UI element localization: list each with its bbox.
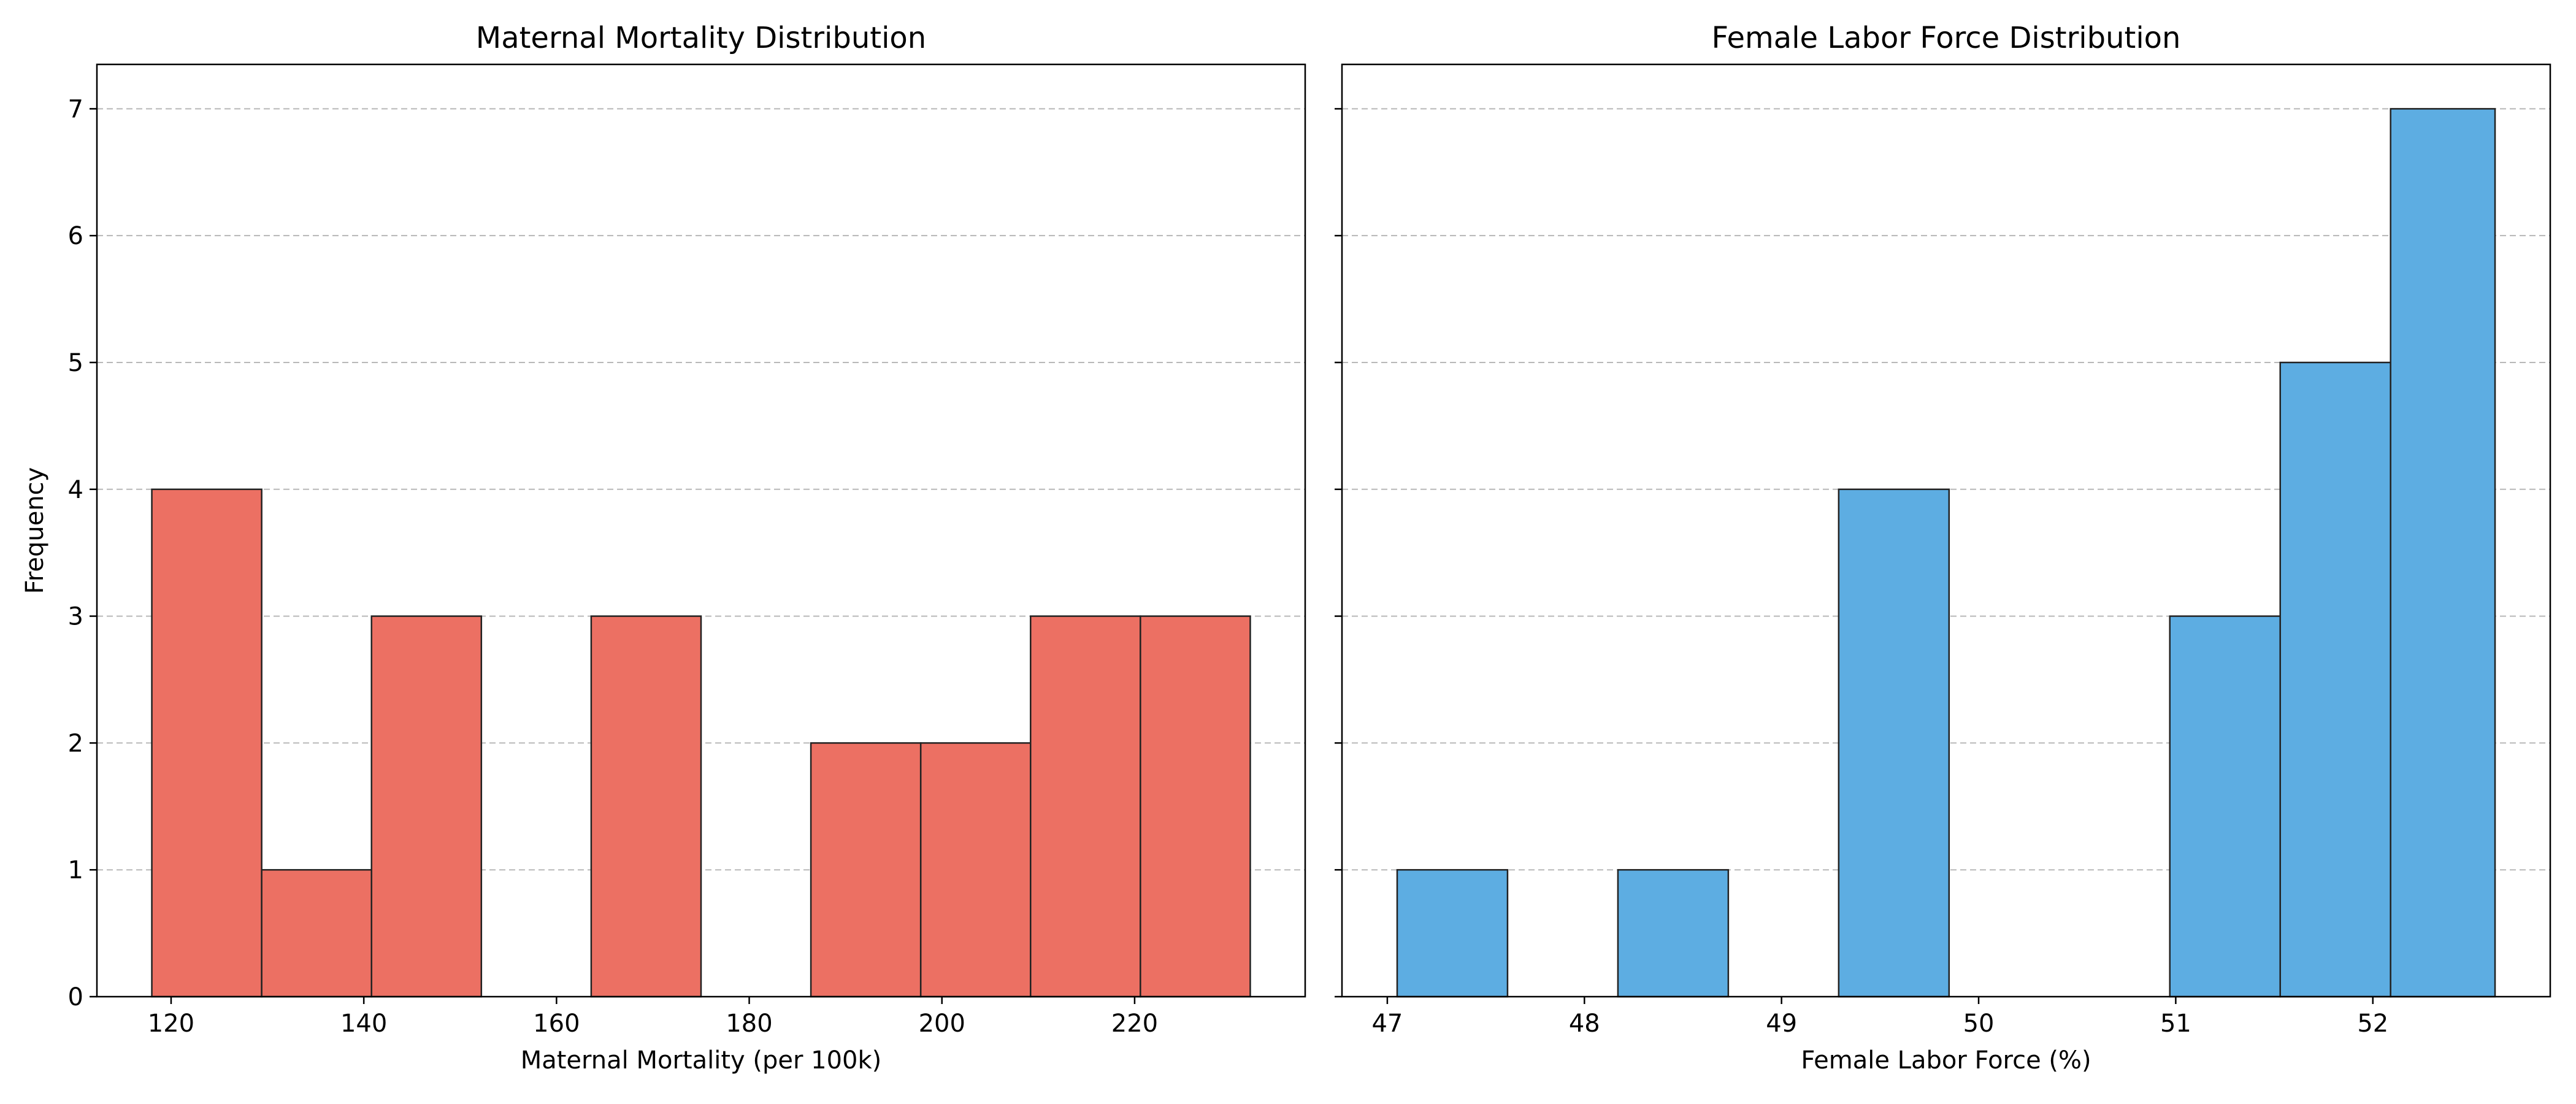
x-tick-label: 200 [919,1010,965,1038]
plot-frame [1341,63,2551,998]
histogram-bar [2279,361,2391,998]
y-tick-label: 2 [68,729,83,757]
histogram-bar [1140,615,1251,998]
x-tick-label: 120 [148,1010,194,1038]
histogram-bar [2390,108,2496,998]
x-tick-label: 52 [2357,1010,2388,1038]
histogram-bar [810,742,922,998]
x-tick-label: 50 [1963,1010,1995,1038]
x-axis-label: Maternal Mortality (per 100k) [521,1046,882,1075]
female-labor-force-panel: 47 48 49 50 51 52 Female Labor Force Distribu… [1335,21,2551,1075]
y-tick-label: 3 [68,603,83,631]
y-tick-label: 6 [68,222,83,250]
x-tick-label: 220 [1111,1010,1158,1038]
histogram-bar [151,488,263,998]
y-axis-label: Frequency [21,467,49,594]
chart-title: Female Labor Force Distribution [1712,21,2181,55]
x-tick-label: 140 [340,1010,387,1038]
x-tick-label: 160 [533,1010,580,1038]
x-axis-label: Female Labor Force (%) [1801,1046,2091,1075]
histogram-bar [1838,488,1950,998]
y-tick-label: 1 [68,856,83,884]
x-tick-label: 49 [1766,1010,1797,1038]
x-tick-label: 51 [2160,1010,2191,1038]
y-tick-label: 7 [68,95,83,123]
histogram-bar [1396,868,1509,998]
x-tick-label: 48 [1569,1010,1600,1038]
histogram-bar [590,615,702,998]
histogram-bar [2169,615,2281,998]
plot-frame [96,63,1306,998]
y-tick-label: 5 [68,349,83,377]
y-tick-label: 0 [68,983,83,1011]
histogram-bar [1617,868,1730,998]
maternal-mortality-panel: 0 1 2 3 4 5 6 7 120 140 160 180 200 220 Maternal Mort… [21,21,1306,1075]
x-tick-label: 180 [726,1010,772,1038]
y-tick-label: 4 [68,476,83,504]
histogram-bar [261,868,372,998]
histogram-bar [370,615,483,998]
histogram-bar [1030,615,1141,998]
chart-title: Maternal Mortality Distribution [476,21,926,55]
x-tick-label: 47 [1371,1010,1403,1038]
histogram-bar [919,742,1032,998]
